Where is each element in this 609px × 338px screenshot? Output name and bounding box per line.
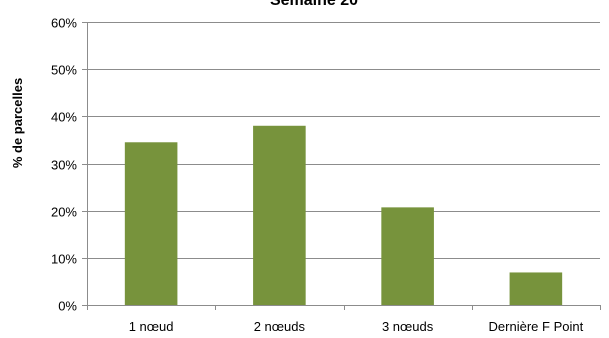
y-tick-label: 50% xyxy=(51,63,77,78)
y-axis-title: % de parcelles xyxy=(10,78,25,168)
x-tick-labels: 1 nœud 2 nœuds 3 nœuds Dernière F Point xyxy=(87,305,601,334)
y-tick-label: 60% xyxy=(51,16,77,31)
x-tick-label: 1 nœud xyxy=(129,319,174,334)
y-tick-labels: 0% 10% 20% 30% 40% 50% 60% xyxy=(51,16,87,314)
x-tick-label: 2 nœuds xyxy=(254,319,306,334)
bars xyxy=(124,125,563,306)
y-tick-label: 30% xyxy=(51,158,77,173)
bar xyxy=(124,142,178,305)
y-tick-label: 40% xyxy=(51,110,77,125)
bar xyxy=(381,207,434,305)
y-tick-label: 0% xyxy=(58,299,77,314)
x-tick-label: Dernière F Point xyxy=(489,319,584,334)
bar xyxy=(253,125,306,306)
y-tick-label: 10% xyxy=(51,252,77,267)
chart-title: Semaine 20 xyxy=(270,0,358,9)
x-tick-label: 3 nœuds xyxy=(382,319,434,334)
y-tick-label: 20% xyxy=(51,205,77,220)
bar xyxy=(509,272,563,305)
